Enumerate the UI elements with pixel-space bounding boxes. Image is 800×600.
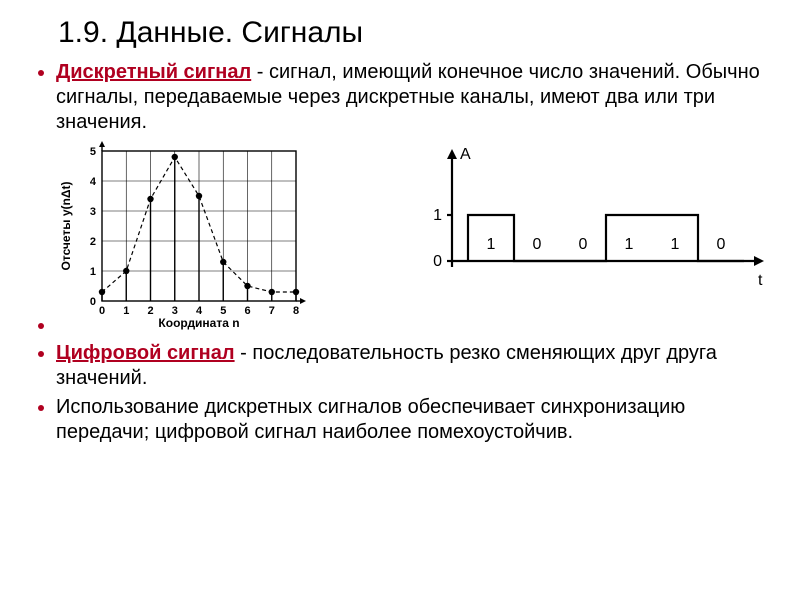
svg-text:1: 1: [625, 236, 634, 253]
svg-text:1: 1: [123, 305, 129, 317]
svg-text:Отсчеты y(nΔt): Отсчеты y(nΔt): [59, 182, 73, 271]
svg-text:5: 5: [90, 146, 96, 158]
digital-signal-chart: 0 1 At 1 0 0 1 1 0: [412, 141, 772, 311]
term-2: Цифровой сигнал: [56, 342, 235, 364]
svg-text:0: 0: [90, 296, 96, 308]
svg-text:0: 0: [717, 236, 726, 253]
svg-text:0: 0: [533, 236, 542, 253]
bullet-item-charts: 012345678012345Координата nОтсчеты y(nΔt…: [56, 141, 772, 331]
text-3: Использование дискретных сигналов обеспе…: [56, 396, 685, 443]
svg-text:Координата n: Координата n: [158, 316, 239, 330]
svg-text:1: 1: [90, 266, 96, 278]
svg-text:0: 0: [99, 305, 105, 317]
svg-text:0: 0: [579, 236, 588, 253]
svg-text:3: 3: [90, 206, 96, 218]
svg-text:A: A: [460, 146, 471, 163]
bullet-item-1: Дискретный сигнал - сигнал, имеющий коне…: [56, 60, 772, 135]
svg-text:1: 1: [487, 236, 496, 253]
svg-text:6: 6: [244, 305, 250, 317]
svg-text:4: 4: [90, 176, 97, 188]
svg-text:2: 2: [147, 305, 153, 317]
svg-text:1: 1: [671, 236, 680, 253]
svg-text:2: 2: [90, 236, 96, 248]
svg-text:8: 8: [293, 305, 299, 317]
svg-text:t: t: [758, 272, 763, 289]
svg-text:0: 0: [433, 253, 442, 270]
page-title: 1.9. Данные. Сигналы: [58, 16, 772, 50]
bullet-item-3: Использование дискретных сигналов обеспе…: [56, 395, 772, 445]
bullet-item-2: Цифровой сигнал - последовательность рез…: [56, 341, 772, 391]
svg-text:7: 7: [269, 305, 275, 317]
discrete-signal-chart: 012345678012345Координата nОтсчеты y(nΔt…: [56, 141, 306, 331]
term-1: Дискретный сигнал: [56, 61, 251, 83]
bullet-list: Дискретный сигнал - сигнал, имеющий коне…: [28, 60, 772, 445]
svg-text:1: 1: [433, 207, 442, 224]
